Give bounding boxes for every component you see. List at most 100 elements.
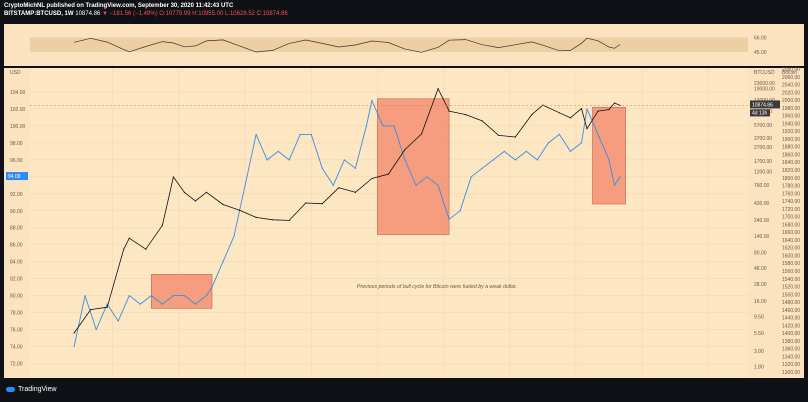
point-btcusd-38 <box>613 102 616 104</box>
far-right-tick-19: 1700.00 <box>782 215 800 221</box>
point-dxy-20 <box>288 159 290 161</box>
point-dxy-45 <box>558 133 561 135</box>
point-dxy-52 <box>619 176 621 178</box>
point-btcusd-8 <box>183 191 186 193</box>
far-right-tick-21: 1660.00 <box>782 230 800 236</box>
oscillator-line <box>74 37 621 53</box>
far-right-tick-2: 2040.00 <box>782 83 800 89</box>
symbol-line: BITSTAMP:BTCUSD, 1W 10874.86 ▼ −181.56 (… <box>4 11 288 18</box>
left-tick-3: 78.00 <box>10 311 23 317</box>
far-right-tick-13: 1820.00 <box>782 168 800 174</box>
point-dxy-18 <box>266 159 268 161</box>
right-tick-5: 3700.00 <box>754 136 772 142</box>
far-right-tick-30: 1480.00 <box>782 300 800 306</box>
point-dxy-7 <box>150 295 152 297</box>
point-btcusd-9 <box>194 200 197 202</box>
far-right-tick-12: 1840.00 <box>782 160 800 166</box>
point-btcusd-6 <box>161 224 163 226</box>
point-dxy-25 <box>343 159 345 161</box>
left-tick-12: 96.00 <box>10 158 23 164</box>
far-right-tick-9: 1900.00 <box>782 137 800 143</box>
far-right-tick-22: 1640.00 <box>782 238 800 244</box>
far-right-tick-5: 1980.00 <box>782 106 800 112</box>
right-tick-0: 23000.00 <box>754 81 775 87</box>
point-dxy-12 <box>205 295 208 297</box>
far-right-tick-0: 2080.00 <box>782 67 800 73</box>
point-dxy-39 <box>492 159 494 161</box>
point-dxy-51 <box>613 184 616 186</box>
right-tick-17: 9.50 <box>754 315 764 321</box>
far-right-tick-24: 1600.00 <box>782 253 800 259</box>
oscillator-tick-1: 66.00 <box>754 36 767 42</box>
far-right-tick-20: 1680.00 <box>782 222 800 228</box>
point-btcusd-11 <box>222 203 224 206</box>
point-dxy-42 <box>525 150 527 152</box>
far-right-axis-unit: Bitcoin <box>782 70 797 76</box>
point-btcusd-33 <box>569 117 572 119</box>
last-price: 10874.86 <box>75 11 101 17</box>
point-dxy-48 <box>586 108 588 110</box>
countdown-tag <box>750 109 770 117</box>
right-tick-18: 5.50 <box>754 331 764 337</box>
far-right-tick-8: 1920.00 <box>782 129 800 135</box>
point-dxy-34 <box>437 184 439 186</box>
far-right-tick-3: 2020.00 <box>782 90 800 96</box>
symbol: BITSTAMP:BTCUSD, 1W <box>4 11 74 17</box>
point-dxy-27 <box>365 125 367 127</box>
point-dxy-8 <box>161 303 163 305</box>
left-tick-9: 90.00 <box>10 209 23 215</box>
point-dxy-15 <box>233 235 235 237</box>
left-tick-2: 76.00 <box>10 328 23 334</box>
far-right-tick-29: 1500.00 <box>782 292 800 298</box>
tradingview-logo[interactable]: TradingView <box>6 386 57 393</box>
point-btcusd-10 <box>205 191 208 193</box>
point-dxy-5 <box>128 295 130 297</box>
point-dxy-38 <box>481 167 483 169</box>
brand-name: TradingView <box>18 386 57 393</box>
point-dxy-44 <box>547 142 549 144</box>
point-dxy-28 <box>371 99 373 102</box>
point-dxy-13 <box>211 286 213 288</box>
point-btcusd-22 <box>404 148 406 151</box>
right-tick-8: 1200.00 <box>754 170 772 176</box>
right-axis-unit: BTCUSD <box>754 70 775 76</box>
point-btcusd-12 <box>238 209 241 211</box>
far-right-tick-1: 2060.00 <box>782 75 800 81</box>
far-right-tick-33: 1420.00 <box>782 323 800 329</box>
far-right-tick-25: 1580.00 <box>782 261 800 267</box>
left-tick-4: 80.00 <box>10 294 23 300</box>
point-dxy-0 <box>73 345 75 348</box>
right-tick-4: 5700.00 <box>754 123 772 129</box>
right-tick-14: 48.00 <box>754 266 767 272</box>
far-right-tick-34: 1400.00 <box>782 331 800 337</box>
far-right-tick-23: 1620.00 <box>782 246 800 252</box>
point-btcusd-1 <box>90 309 92 311</box>
point-dxy-41 <box>514 159 516 161</box>
publisher-line: CryptoMichNL published on TradingView.co… <box>4 3 233 10</box>
right-tick-1: 19000.00 <box>754 87 775 93</box>
point-dxy-10 <box>183 295 186 297</box>
point-btcusd-13 <box>255 216 257 218</box>
right-tick-12: 140.00 <box>754 234 770 240</box>
point-btcusd-37 <box>608 108 610 111</box>
left-tick-14: 100.00 <box>10 124 26 130</box>
chart-canvas[interactable]: 45.0066.00201320142015201620172018201920… <box>0 20 808 380</box>
far-right-tick-38: 1320.00 <box>782 362 800 368</box>
point-btcusd-23 <box>420 133 423 135</box>
point-btcusd-32 <box>558 112 561 114</box>
point-dxy-9 <box>172 295 174 297</box>
annotation-text: Previous periods of bull cycle for Bitco… <box>357 284 517 290</box>
left-tick-10: 92.00 <box>10 192 23 198</box>
far-right-tick-11: 1860.00 <box>782 152 800 158</box>
point-dxy-6 <box>139 303 141 305</box>
right-tick-13: 80.00 <box>754 251 767 257</box>
series-line-btcusd <box>73 88 621 334</box>
point-dxy-40 <box>503 150 505 152</box>
point-dxy-37 <box>470 176 472 178</box>
point-btcusd-34 <box>580 107 583 110</box>
point-btcusd-39 <box>619 104 621 107</box>
point-btcusd-29 <box>514 136 516 138</box>
point-btcusd-35 <box>586 128 588 130</box>
dxy-current-label: 94.09 <box>8 174 21 180</box>
